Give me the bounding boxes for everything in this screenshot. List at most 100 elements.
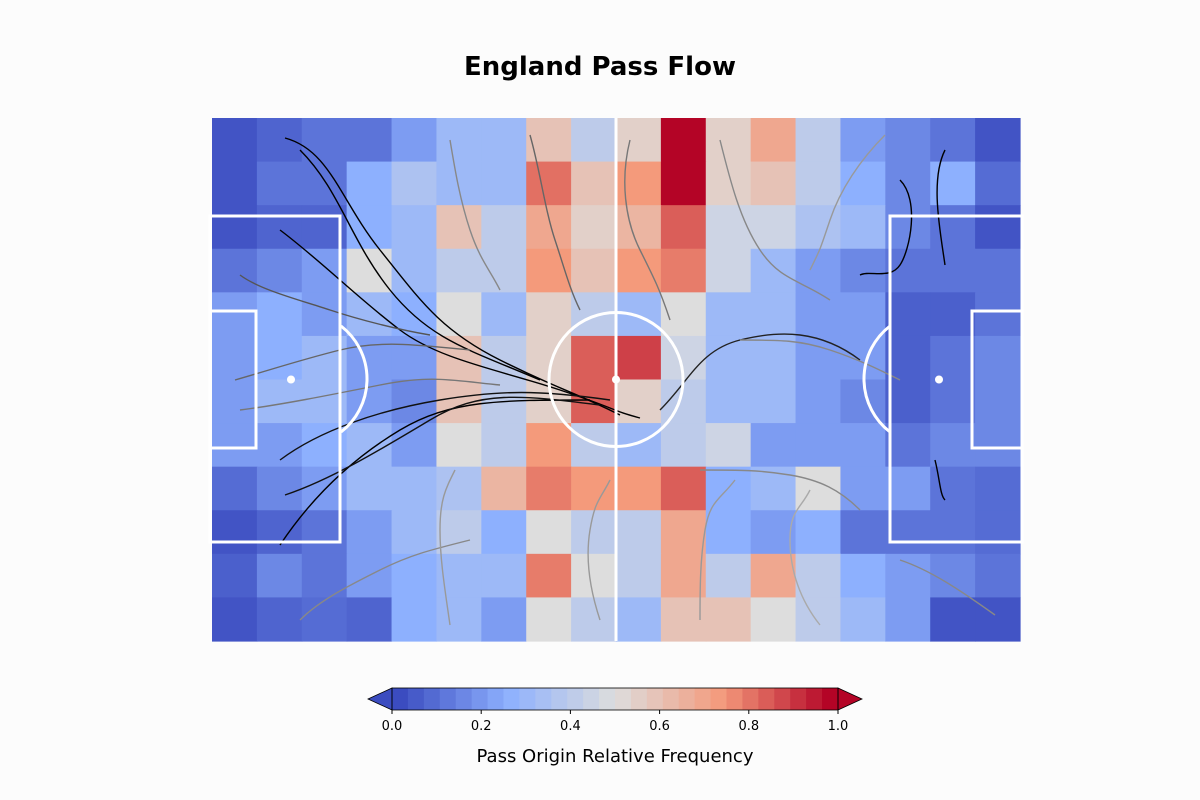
heatmap-cell bbox=[750, 423, 797, 468]
heatmap-cell bbox=[571, 466, 617, 511]
heatmap-cell bbox=[975, 597, 1021, 642]
heatmap-cell bbox=[795, 553, 842, 599]
flow-streamline bbox=[284, 137, 621, 416]
heatmap-cell bbox=[795, 597, 842, 642]
colorbar-segment bbox=[726, 688, 743, 710]
heatmap-cell bbox=[616, 466, 662, 511]
heatmap-cell bbox=[705, 510, 752, 555]
colorbar-segment bbox=[567, 688, 584, 710]
colorbar-tick-label: 0.4 bbox=[560, 719, 581, 734]
heatmap-cell bbox=[660, 205, 707, 250]
flow-streamline bbox=[739, 339, 901, 381]
heatmap-cell bbox=[571, 161, 617, 206]
heatmap-cell bbox=[481, 161, 527, 206]
heatmap-cell bbox=[571, 118, 617, 163]
heatmap-cell bbox=[256, 292, 303, 337]
heatmap-cell bbox=[930, 553, 976, 599]
heatmap-cell bbox=[481, 466, 527, 511]
heatmap-cell bbox=[660, 466, 707, 511]
heatmap-cell bbox=[481, 423, 527, 468]
colorbar-segment bbox=[662, 688, 680, 710]
heatmap-cell bbox=[795, 205, 842, 250]
flow-streamline bbox=[587, 479, 611, 621]
heatmap-cell bbox=[346, 597, 393, 642]
heatmap-cell bbox=[256, 161, 303, 206]
heatmap-cell bbox=[256, 335, 303, 381]
colorbar-tick-label: 0.6 bbox=[649, 719, 670, 734]
heatmap-cell bbox=[975, 335, 1021, 381]
heatmap-cell bbox=[481, 597, 527, 642]
heatmap-cell bbox=[436, 161, 482, 206]
heatmap-cell bbox=[975, 553, 1021, 599]
heatmap-cell bbox=[526, 510, 572, 555]
heatmap-cell bbox=[975, 118, 1021, 163]
heatmap-cell bbox=[346, 118, 393, 163]
flow-streamline bbox=[279, 391, 611, 461]
heatmap-cell bbox=[975, 205, 1021, 250]
heatmap-cell bbox=[705, 292, 752, 337]
heatmap-cell bbox=[930, 205, 976, 250]
heatmap-cell bbox=[481, 248, 527, 293]
heatmap-cell bbox=[212, 205, 258, 250]
heatmap-cell bbox=[256, 423, 303, 468]
heatmap-cell bbox=[212, 292, 258, 337]
heatmap-cell bbox=[930, 248, 976, 293]
heatmap-cell bbox=[526, 205, 572, 250]
heatmap-cell bbox=[885, 248, 931, 293]
heatmap-cell bbox=[795, 510, 842, 555]
heatmap-cell bbox=[526, 466, 572, 511]
heatmap-grid bbox=[212, 118, 1021, 642]
heatmap-cell bbox=[481, 553, 527, 599]
heatmap-cell bbox=[481, 292, 527, 337]
colorbar-tick-label: 1.0 bbox=[828, 719, 849, 734]
heatmap-cell bbox=[660, 248, 707, 293]
heatmap-cell bbox=[346, 466, 393, 511]
heatmap-cell bbox=[212, 466, 258, 511]
heatmap-cell bbox=[885, 161, 931, 206]
left-penalty-arc bbox=[340, 324, 369, 434]
heatmap-cell bbox=[705, 379, 752, 424]
colorbar-segment bbox=[439, 688, 457, 710]
right-penalty-spot bbox=[935, 375, 943, 384]
heatmap-cell bbox=[526, 597, 572, 642]
flow-streamline bbox=[936, 149, 946, 266]
centre-spot bbox=[612, 375, 620, 384]
colorbar-segment bbox=[599, 688, 616, 710]
heatmap-cell bbox=[481, 510, 527, 555]
colorbar-segment bbox=[806, 688, 823, 710]
heatmap-cell bbox=[301, 161, 348, 206]
heatmap-cell bbox=[436, 597, 482, 642]
heatmap-cell bbox=[840, 553, 886, 599]
pitch-markings bbox=[208, 118, 1024, 641]
colorbar-tick-label: 0.0 bbox=[382, 719, 403, 734]
colorbar: 0.0 0.2 0.4 0.6 0.8 1.0 bbox=[367, 687, 863, 734]
heatmap-cell bbox=[256, 510, 303, 555]
colorbar-frame bbox=[391, 687, 839, 711]
heatmap-cell bbox=[975, 292, 1021, 337]
flow-streamline bbox=[299, 539, 471, 621]
flow-streamline bbox=[859, 179, 913, 276]
heatmap-cell bbox=[750, 248, 797, 293]
heatmap-cell bbox=[885, 335, 931, 381]
colorbar-segment bbox=[790, 688, 807, 710]
heatmap-cell bbox=[705, 248, 752, 293]
colorbar-extend-low bbox=[367, 687, 393, 711]
heatmap-cell bbox=[840, 248, 886, 293]
flow-streamline bbox=[284, 396, 601, 496]
heatmap-cell bbox=[975, 466, 1021, 511]
heatmap-cell bbox=[616, 118, 662, 163]
centre-circle bbox=[547, 311, 685, 448]
flow-streamline bbox=[699, 479, 736, 621]
flow-streamline bbox=[899, 559, 996, 616]
heatmap-cell bbox=[840, 292, 886, 337]
colorbar-segment bbox=[615, 688, 632, 710]
heatmap-cell bbox=[256, 597, 303, 642]
heatmap-cell bbox=[885, 379, 931, 424]
heatmap-cell bbox=[212, 335, 258, 381]
heatmap-cell bbox=[840, 466, 886, 511]
heatmap-cell bbox=[481, 205, 527, 250]
heatmap-cell bbox=[571, 205, 617, 250]
colorbar-segment bbox=[503, 688, 520, 710]
heatmap-cell bbox=[840, 423, 886, 468]
heatmap-cell bbox=[795, 161, 842, 206]
